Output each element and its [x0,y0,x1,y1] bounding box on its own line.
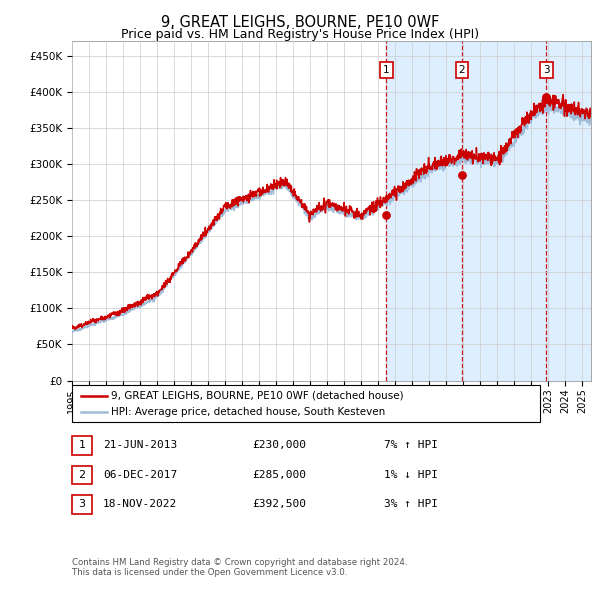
Text: 18-NOV-2022: 18-NOV-2022 [103,500,178,509]
Text: Price paid vs. HM Land Registry's House Price Index (HPI): Price paid vs. HM Land Registry's House … [121,28,479,41]
Text: 3: 3 [79,500,85,509]
Bar [462,41,591,381]
Text: 1: 1 [383,65,389,75]
Text: 9, GREAT LEIGHS, BOURNE, PE10 0WF: 9, GREAT LEIGHS, BOURNE, PE10 0WF [161,15,439,30]
Text: 21-JUN-2013: 21-JUN-2013 [103,441,178,450]
Point [542,93,551,102]
Bar [386,41,462,381]
Text: £392,500: £392,500 [252,500,306,509]
Text: 1% ↓ HPI: 1% ↓ HPI [384,470,438,480]
Text: 3: 3 [543,65,550,75]
Point [382,210,391,219]
Text: £230,000: £230,000 [252,441,306,450]
Text: Contains HM Land Registry data © Crown copyright and database right 2024.
This d: Contains HM Land Registry data © Crown c… [72,558,407,577]
Text: 7% ↑ HPI: 7% ↑ HPI [384,441,438,450]
Text: 9, GREAT LEIGHS, BOURNE, PE10 0WF (detached house): 9, GREAT LEIGHS, BOURNE, PE10 0WF (detac… [111,391,404,401]
Text: 1: 1 [79,441,85,450]
Text: 06-DEC-2017: 06-DEC-2017 [103,470,178,480]
Text: £285,000: £285,000 [252,470,306,480]
Text: 2: 2 [79,470,85,480]
Text: 3% ↑ HPI: 3% ↑ HPI [384,500,438,509]
Point [457,170,467,179]
Text: HPI: Average price, detached house, South Kesteven: HPI: Average price, detached house, Sout… [111,407,385,417]
Text: 2: 2 [459,65,466,75]
